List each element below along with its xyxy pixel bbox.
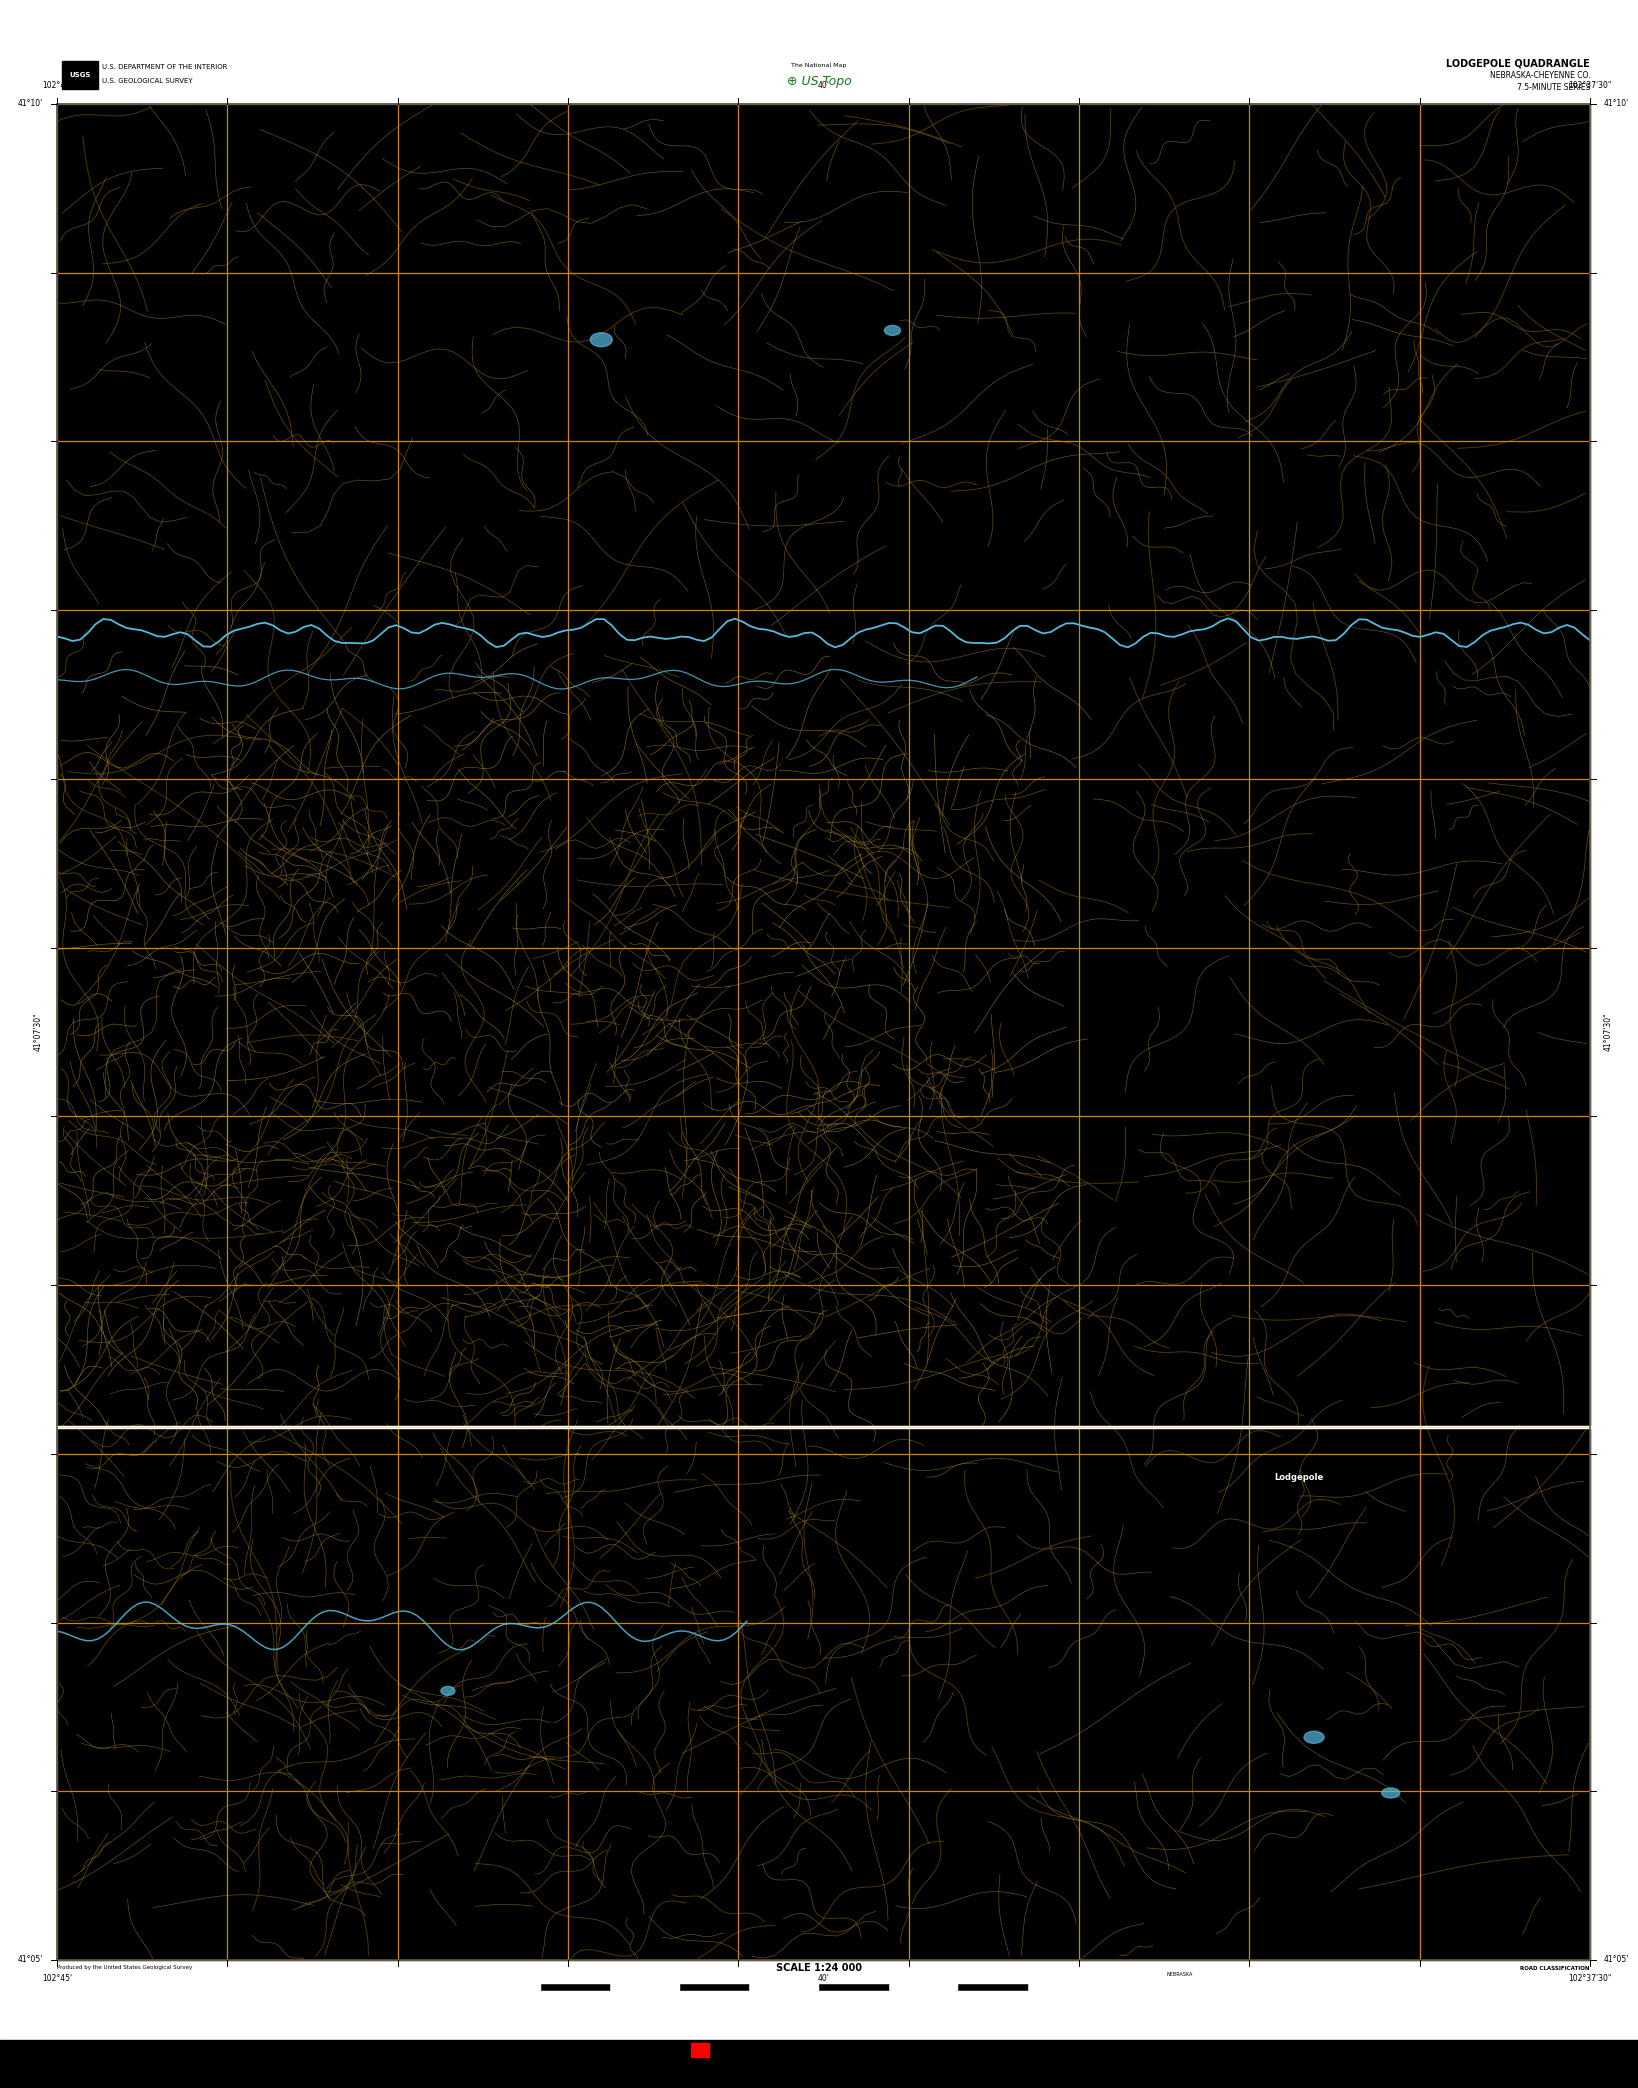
Text: U.S. DEPARTMENT OF THE INTERIOR: U.S. DEPARTMENT OF THE INTERIOR xyxy=(102,65,228,71)
Bar xyxy=(611,1984,680,1990)
Ellipse shape xyxy=(1382,1787,1400,1798)
Text: 41°10': 41°10' xyxy=(1604,100,1630,109)
Bar xyxy=(750,1984,819,1990)
Text: ROAD CLASSIFICATION: ROAD CLASSIFICATION xyxy=(1520,1965,1590,1971)
Bar xyxy=(680,1984,750,1990)
Text: 7.5-MINUTE SERIES: 7.5-MINUTE SERIES xyxy=(1517,84,1590,92)
Text: 41°10': 41°10' xyxy=(18,100,43,109)
Text: 41°07'30": 41°07'30" xyxy=(34,1013,43,1052)
Text: 40': 40' xyxy=(817,1973,829,1984)
Bar xyxy=(1029,1984,1097,1990)
Bar xyxy=(541,1984,611,1990)
Ellipse shape xyxy=(441,1687,455,1695)
Text: 41°05': 41°05' xyxy=(1604,1956,1630,1965)
Ellipse shape xyxy=(885,326,901,336)
Bar xyxy=(819,1984,888,1990)
Text: 102°37'30": 102°37'30" xyxy=(1568,1973,1612,1984)
Bar xyxy=(888,1984,958,1990)
Text: NEBRASKA-CHEYENNE CO.: NEBRASKA-CHEYENNE CO. xyxy=(1489,71,1590,79)
Text: ⊕ US Topo: ⊕ US Topo xyxy=(786,75,852,88)
Bar xyxy=(57,104,1590,1961)
Text: 102°45': 102°45' xyxy=(43,1973,72,1984)
Text: The National Map: The National Map xyxy=(791,63,847,67)
Bar xyxy=(62,61,98,90)
Text: 102°37'30": 102°37'30" xyxy=(1568,81,1612,90)
Bar xyxy=(57,104,1590,1961)
Text: Lodgepole: Lodgepole xyxy=(1274,1472,1324,1482)
Text: SCALE 1:24 000: SCALE 1:24 000 xyxy=(776,1963,862,1973)
Text: NEBRASKA: NEBRASKA xyxy=(1166,1973,1192,1977)
Ellipse shape xyxy=(1304,1731,1324,1743)
Bar xyxy=(691,2042,709,2057)
Ellipse shape xyxy=(590,332,613,347)
Text: 41°07'30": 41°07'30" xyxy=(1604,1013,1613,1052)
Text: 40': 40' xyxy=(817,81,829,90)
Text: USGS: USGS xyxy=(69,71,90,77)
Text: U.S. GEOLOGICAL SURVEY: U.S. GEOLOGICAL SURVEY xyxy=(102,77,193,84)
Bar xyxy=(958,1984,1029,1990)
Text: LODGEPOLE QUADRANGLE: LODGEPOLE QUADRANGLE xyxy=(1446,58,1590,69)
Text: 102°45': 102°45' xyxy=(43,81,72,90)
Text: Produced by the United States Geological Survey: Produced by the United States Geological… xyxy=(57,1965,192,1971)
Text: 41°05': 41°05' xyxy=(18,1956,43,1965)
Bar xyxy=(0,2040,1638,2088)
